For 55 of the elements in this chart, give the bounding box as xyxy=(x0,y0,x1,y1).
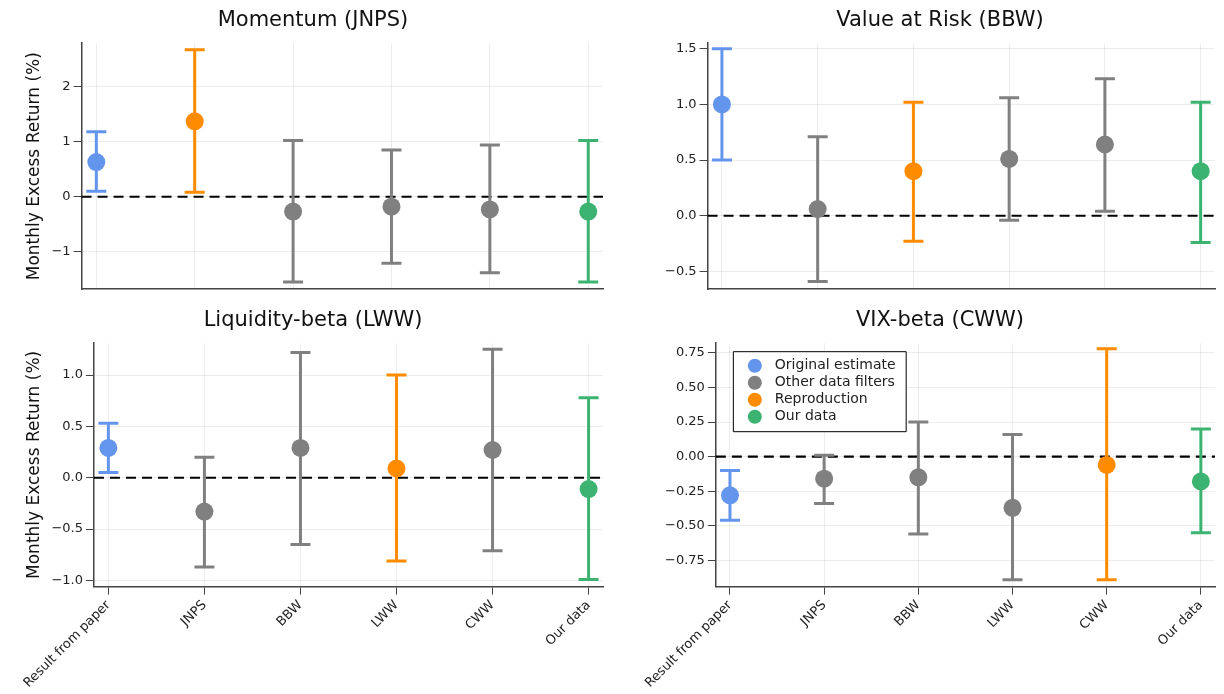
point xyxy=(579,480,598,499)
y-tick-label: 1.5 xyxy=(675,40,697,56)
point xyxy=(1191,162,1210,181)
point xyxy=(284,202,303,221)
y-tick-label: −0.25 xyxy=(664,482,705,498)
legend-label: Our data xyxy=(774,407,837,424)
point xyxy=(1003,498,1022,517)
point xyxy=(382,197,401,216)
point xyxy=(909,468,928,487)
legend-label: Other data filters xyxy=(774,373,895,390)
point xyxy=(815,469,834,488)
point xyxy=(483,441,502,460)
point xyxy=(99,438,118,457)
y-tick-label: 0.5 xyxy=(675,151,697,167)
point xyxy=(712,95,731,114)
legend-label: Reproduction xyxy=(774,390,868,407)
chart-title: Liquidity-beta (LWW) xyxy=(203,307,423,332)
y-tick-label: −0.5 xyxy=(664,262,697,278)
legend-label: Original estimate xyxy=(774,356,896,373)
y-tick-label: 0.5 xyxy=(62,417,83,433)
y-tick-label: 1.0 xyxy=(62,366,83,382)
point xyxy=(1097,455,1116,474)
point xyxy=(1191,472,1210,491)
y-tick-label: 2 xyxy=(62,78,71,94)
y-tick-label: −1.0 xyxy=(51,571,83,587)
y-axis-title: Monthly Excess Return (%) xyxy=(22,52,43,281)
y-tick-label: 0.75 xyxy=(675,344,705,360)
y-tick-label: 1.0 xyxy=(675,95,697,111)
y-tick-label: −1 xyxy=(51,243,71,259)
chart-title: Momentum (JNPS) xyxy=(217,7,409,32)
y-tick-label: 0.0 xyxy=(675,207,697,223)
point xyxy=(291,438,310,457)
point xyxy=(195,502,214,521)
y-tick-label: 1 xyxy=(62,133,71,149)
chart-title: Value at Risk (BBW) xyxy=(836,7,1044,32)
y-tick-label: −0.75 xyxy=(664,551,705,567)
point xyxy=(87,153,106,172)
point xyxy=(808,200,827,219)
point xyxy=(387,459,406,478)
y-tick-label: 0.0 xyxy=(62,469,83,485)
y-tick-label: 0.00 xyxy=(675,447,705,463)
point xyxy=(185,112,204,131)
point xyxy=(480,200,499,219)
y-tick-label: −0.50 xyxy=(664,517,705,533)
point xyxy=(1000,149,1019,168)
point xyxy=(579,202,598,221)
point xyxy=(904,162,923,181)
y-axis-title: Monthly Excess Return (%) xyxy=(22,350,43,579)
point xyxy=(1095,135,1114,154)
y-tick-label: 0.50 xyxy=(675,378,705,394)
point xyxy=(720,486,739,505)
y-tick-label: 0 xyxy=(62,188,71,204)
chart-title: VIX-beta (CWW) xyxy=(855,307,1025,332)
y-tick-label: 0.25 xyxy=(675,413,705,429)
y-tick-label: −0.5 xyxy=(51,520,83,536)
